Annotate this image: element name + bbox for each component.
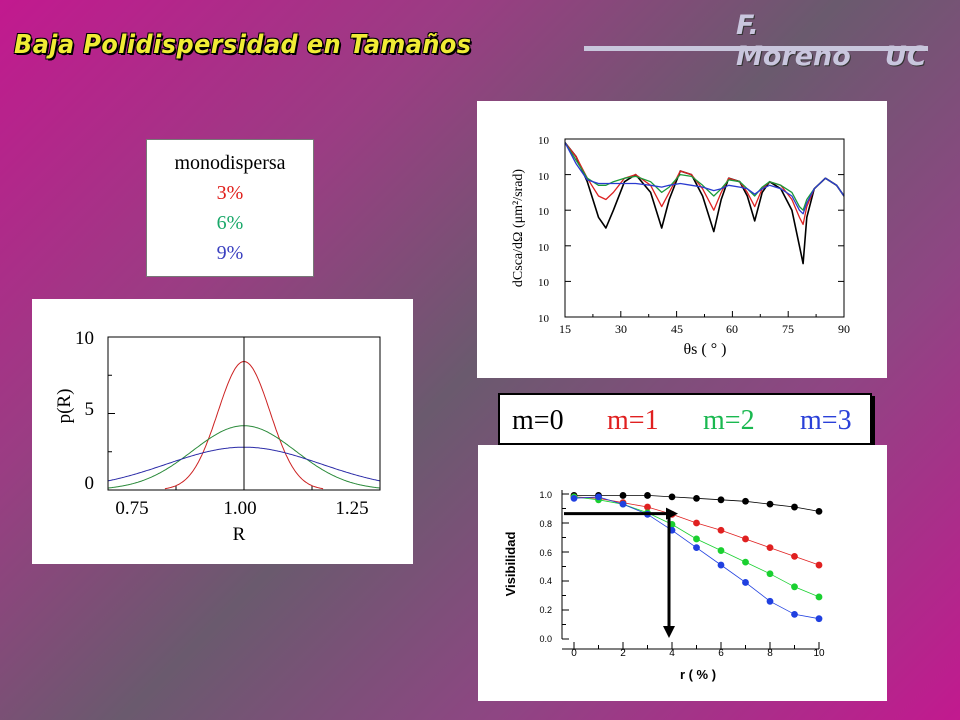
x-tick-label: 8 [767,648,773,659]
visibility-point [619,500,627,508]
visibility-point [815,561,823,569]
visibility-point [717,547,725,554]
visibility-point [693,544,700,552]
scattering-series-3 [564,142,845,215]
x-tick-label: 90 [838,322,850,336]
x-tick-label: 30 [615,322,627,336]
visibility-point [815,615,823,623]
visibility-point [766,570,774,578]
visibility-point [815,508,823,515]
visibility-point [644,492,651,499]
y-tick-label: 10 [538,242,550,254]
x-tick-label: 2 [620,648,626,659]
visibility-chart: r ( % ) Visibilidad 0 2 4 6 8 10 0.0 0.2… [503,490,825,682]
author-label: F. Moreno UC [736,10,960,72]
legend-item-m3: m=3 [800,405,852,436]
visibility-point [742,558,749,566]
visibility-point [717,496,725,504]
y-tick-label: 10 [75,328,94,349]
y-axis-label: dCsca/dΩ (μm²/srad) [511,169,526,287]
visibility-point [766,597,774,605]
x-tick-label: 75 [782,322,794,336]
legend-item-m1: m=1 [607,405,659,436]
y-tick-label: 0.8 [539,519,552,529]
visibility-point [766,500,774,508]
scattering-series-0 [564,142,845,265]
visibility-point [742,535,749,543]
y-tick-label: 10 [538,206,550,218]
x-axis-label: R [233,524,246,545]
size-distribution-panel: p(R) R 0.75 1.00 1.25 0 5 10 [32,299,413,564]
x-tick-label: 6 [718,648,724,659]
visibility-point [693,519,700,527]
visibility-point [766,544,774,552]
visibility-point [742,579,749,586]
size-distribution-chart: p(R) R 0.75 1.00 1.25 0 5 10 [54,328,381,545]
y-tick-label: 10 [538,171,550,183]
y-axis-label: p(R) [54,389,75,424]
visibility-line-1 [573,496,820,566]
y-tick-label: 0.6 [539,548,552,558]
scattering-panel: θs ( ° ) dCsca/dΩ (μm²/srad) 15 30 45 60… [477,101,887,378]
x-tick-label: 45 [671,322,683,336]
legend-item-6: 6% [216,212,244,234]
visibility-point [717,526,725,534]
scattering-chart: θs ( ° ) dCsca/dΩ (μm²/srad) 15 30 45 60… [511,135,850,358]
x-tick-label: 1.25 [335,498,368,519]
y-tick-label: 5 [85,399,95,420]
page-title: Baja Polidispersidad en Tamaños [14,30,472,60]
x-tick-label: 10 [813,648,825,659]
y-tick-label: 10 [538,277,550,289]
legend-item-m0: m=0 [512,405,564,436]
plot-frame [107,336,381,491]
size-legend: monodispersa 3% 6% 9% [146,139,314,277]
scattering-series-1 [564,142,845,226]
y-tick-label: 0.4 [539,576,552,586]
visibility-point [791,610,798,618]
legend-item-9: 9% [216,242,244,264]
visibility-point [693,535,700,543]
x-axis-label: r ( % ) [680,667,716,682]
visibility-point [595,493,602,501]
header-divider [584,46,928,51]
visibility-point [791,552,798,560]
legend-item-3: 3% [216,182,244,204]
y-tick-label: 0.0 [539,634,552,644]
visibility-point [693,494,700,502]
order-legend: m=0 m=1 m=2 m=3 [498,393,872,445]
y-axis-label: Visibilidad [503,532,518,597]
legend-item-mono: monodispersa [174,152,286,174]
visibility-point [815,593,823,601]
y-tick-label: 1.0 [539,490,552,500]
visibility-point [644,503,651,511]
legend-item-m2: m=2 [703,405,755,436]
visibility-point [791,503,798,511]
y-tick-label: 0.2 [539,605,552,615]
y-tick-label: 10 [538,313,550,325]
x-tick-label: 0.75 [115,498,148,519]
visibility-point [742,497,749,505]
visibility-point [791,583,798,591]
y-tick-label: 10 [538,135,550,147]
visibility-point [717,561,725,569]
visibility-point [668,493,676,501]
x-tick-label: 60 [726,322,738,336]
plot-frame [564,138,845,318]
x-axis-label: θs ( ° ) [684,341,727,358]
x-tick-label: 15 [559,322,571,336]
author-name: F. Moreno [736,10,851,72]
y-tick-label: 0 [85,473,95,494]
x-tick-label: 1.00 [223,498,256,519]
x-tick-label: 0 [571,648,577,659]
visibility-panel: r ( % ) Visibilidad 0 2 4 6 8 10 0.0 0.2… [478,445,887,701]
arrow-head-down [663,626,675,638]
visibility-point [570,494,578,502]
x-tick-label: 4 [669,648,675,659]
visibility-point [619,492,627,499]
visibility-line-3 [573,496,820,620]
